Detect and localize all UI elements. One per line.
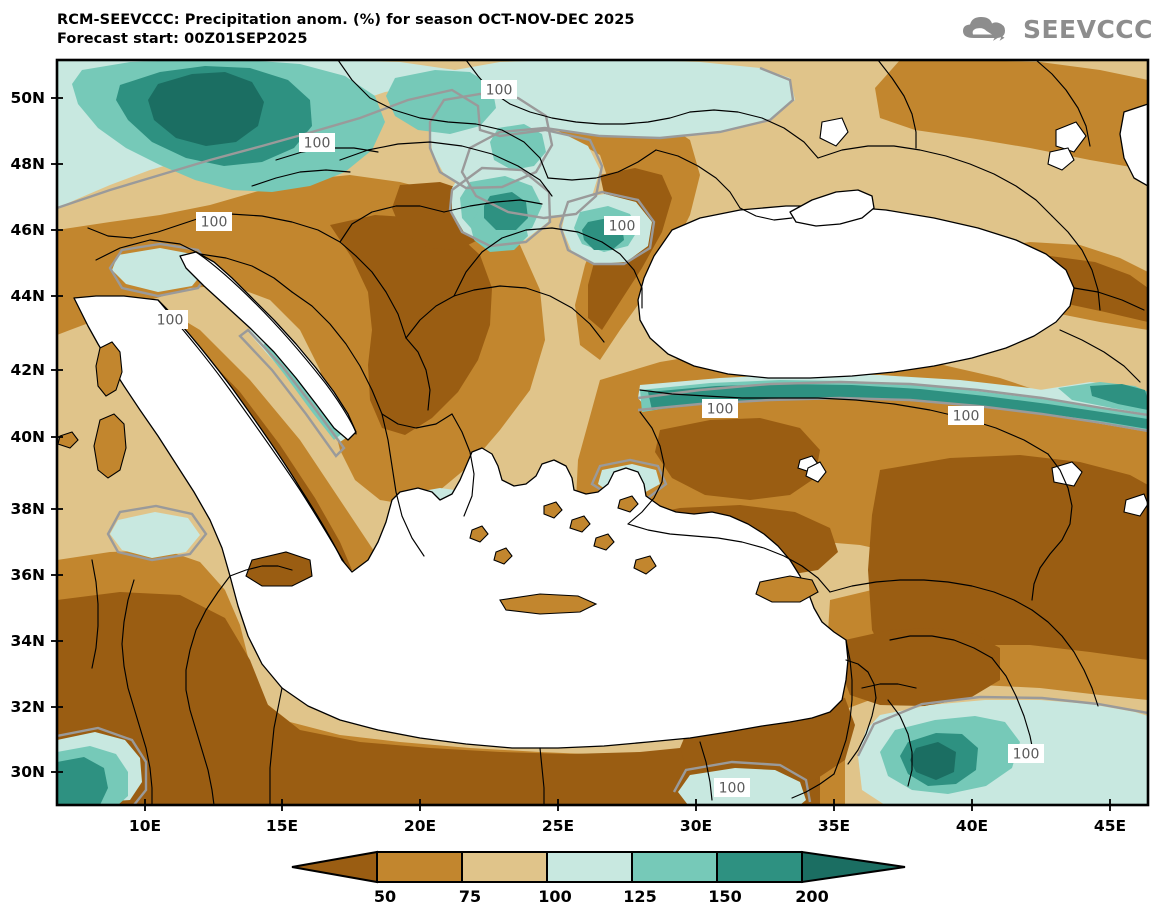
svg-text:100: 100 bbox=[1013, 747, 1040, 763]
contour-label: 100 bbox=[604, 216, 640, 235]
svg-text:100: 100 bbox=[707, 402, 734, 418]
x-tick-label: 15E bbox=[266, 817, 298, 835]
colorbar-band-50-75[interactable] bbox=[376, 851, 463, 883]
coastlines-and-borders bbox=[87, 60, 1145, 805]
y-tick-label: 34N bbox=[10, 632, 45, 650]
cloud-icon bbox=[962, 17, 1005, 41]
y-tick-label: 38N bbox=[10, 500, 45, 518]
y-tick-label: 48N bbox=[10, 155, 45, 173]
contour-labels: 100 100 100 100 100 100 bbox=[152, 80, 1044, 797]
y-tick-label: 42N bbox=[10, 361, 45, 379]
contour-label: 100 bbox=[1008, 744, 1044, 763]
chart-title-line-1: RCM-SEEVCCC: Precipitation anom. (%) for… bbox=[57, 12, 635, 28]
svg-text:100: 100 bbox=[304, 136, 331, 152]
x-tick-label: 45E bbox=[1094, 817, 1126, 835]
anomaly-field bbox=[57, 60, 1148, 805]
y-axis-labels: 30N 32N 34N 36N 38N 40N 42N 44N 46N 48N … bbox=[10, 89, 45, 781]
axis-ticks bbox=[51, 97, 1111, 811]
colorbar-tick-label: 75 bbox=[459, 887, 481, 906]
logo-text: SEEVCCC bbox=[1022, 14, 1153, 44]
y-tick-label: 40N bbox=[10, 428, 45, 446]
colorbar-tick-label: 100 bbox=[538, 887, 571, 906]
colorbar-band-lt-50[interactable] bbox=[291, 850, 378, 884]
colorbar[interactable]: 50 75 100 125 150 200 bbox=[0, 838, 1165, 907]
svg-text:100: 100 bbox=[201, 215, 228, 231]
y-tick-label: 50N bbox=[10, 89, 45, 107]
contour-label: 100 bbox=[481, 80, 517, 99]
x-axis-labels: 10E 15E 20E 25E 30E 35E 40E 45E bbox=[129, 817, 1126, 835]
y-tick-label: 30N bbox=[10, 763, 45, 781]
colorbar-container[interactable]: 50 75 100 125 150 200 bbox=[0, 838, 1165, 907]
seevccc-logo: SEEVCCC bbox=[960, 14, 1153, 44]
y-tick-label: 32N bbox=[10, 698, 45, 716]
colorbar-band-gt-200[interactable] bbox=[801, 850, 906, 884]
colorbar-band-125-150[interactable] bbox=[631, 851, 718, 883]
water-bodies bbox=[73, 103, 1148, 749]
colorbar-tick-label: 150 bbox=[708, 887, 741, 906]
y-tick-label: 36N bbox=[10, 566, 45, 584]
chart-title-line-2: Forecast start: 00Z01SEP2025 bbox=[57, 30, 308, 47]
x-tick-label: 30E bbox=[680, 817, 712, 835]
contour-label: 100 bbox=[702, 399, 738, 418]
x-tick-label: 35E bbox=[818, 817, 850, 835]
islands bbox=[57, 117, 1148, 615]
contour-label: 100 bbox=[948, 406, 984, 425]
colorbar-band-150-200[interactable] bbox=[716, 851, 803, 883]
field-band-gt-200 bbox=[148, 72, 956, 780]
x-tick-label: 25E bbox=[542, 817, 574, 835]
svg-text:100: 100 bbox=[157, 313, 184, 329]
contour-label: 100 bbox=[196, 212, 232, 231]
contour-label: 100 bbox=[152, 310, 188, 329]
contour-label-text: 100 bbox=[486, 83, 513, 99]
x-tick-label: 10E bbox=[129, 817, 161, 835]
colorbar-tick-label: 125 bbox=[623, 887, 656, 906]
svg-text:100: 100 bbox=[719, 781, 746, 797]
colorbar-tick-label: 50 bbox=[374, 887, 396, 906]
plot-frame bbox=[55, 58, 1150, 807]
precipitation-map[interactable]: 100 100 100 100 100 100 bbox=[0, 0, 1165, 838]
x-tick-label: 40E bbox=[956, 817, 988, 835]
contour-label: 100 bbox=[714, 778, 750, 797]
colorbar-band-75-100[interactable] bbox=[461, 851, 548, 883]
colorbar-tick-label: 200 bbox=[795, 887, 828, 906]
svg-text:100: 100 bbox=[609, 219, 636, 235]
contour-lines-100 bbox=[57, 66, 1148, 805]
svg-text:100: 100 bbox=[953, 409, 980, 425]
contour-label: 100 bbox=[299, 133, 335, 152]
y-tick-label: 44N bbox=[10, 287, 45, 305]
colorbar-labels: 50 75 100 125 150 200 bbox=[374, 887, 829, 906]
colorbar-bands[interactable] bbox=[291, 850, 906, 884]
x-tick-label: 20E bbox=[404, 817, 436, 835]
y-tick-label: 46N bbox=[10, 221, 45, 239]
chart-title-block: RCM-SEEVCCC: Precipitation anom. (%) for… bbox=[57, 11, 635, 48]
colorbar-band-100-125[interactable] bbox=[546, 851, 633, 883]
map-container[interactable]: 100 100 100 100 100 100 bbox=[0, 0, 1165, 838]
